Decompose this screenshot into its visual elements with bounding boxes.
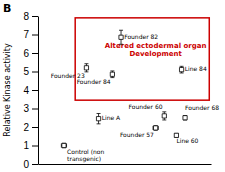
point (119, 35, 123, 39)
point (96, 117, 100, 121)
point (162, 114, 166, 118)
y-tick: 8 (23, 11, 38, 22)
y-tick-label: 1 (23, 140, 29, 151)
error-bar-y (154, 126, 158, 130)
y-tick-label: 3 (23, 103, 29, 114)
error-bar-y (62, 143, 66, 147)
y-tick-line (32, 72, 38, 73)
error-bar-cap (110, 70, 114, 71)
point (154, 126, 158, 130)
y-tick-line (32, 16, 38, 17)
y-tick-label: 6 (23, 48, 29, 59)
point-label-line: Line A (102, 114, 121, 121)
y-tick-label: 7 (23, 29, 29, 40)
annotation-box (75, 18, 209, 100)
y-tick: 5 (23, 66, 38, 77)
error-bar-y (183, 116, 187, 120)
y-tick-label: 8 (23, 11, 29, 22)
error-bar-cap (84, 71, 88, 72)
point-label: Line 60 (176, 137, 198, 144)
chart-container: 0 1 2 3 4 5 6 7 8 Altered ectodermal organDevelop… (0, 0, 225, 172)
y-tick: 4 (23, 85, 38, 96)
error-bar-y (97, 113, 101, 123)
point-label-line: Founder 84 (77, 78, 111, 85)
y-tick-label: 5 (23, 66, 29, 77)
point-label: Line 84 (185, 65, 207, 72)
error-bar-cap (162, 119, 166, 120)
point (183, 116, 187, 120)
error-bar-y (180, 66, 184, 73)
point-label: Founder 68 (185, 104, 219, 111)
error-bar-cap (97, 113, 101, 114)
annotation-text: Altered ectodermal organDevelopment (105, 42, 207, 59)
point-label-line: Founder 68 (185, 104, 219, 111)
annotation-line: Development (129, 50, 182, 58)
y-tick: 7 (23, 29, 38, 40)
error-bar-cap (180, 72, 184, 73)
point-label-line: Founder 60 (129, 103, 163, 110)
plot: 0 1 2 3 4 5 6 7 8 Altered ectodermal organDevelop… (23, 11, 219, 170)
point-label-line: Line 60 (176, 137, 198, 144)
chart-svg: 0 1 2 3 4 5 6 7 8 Altered ectodermal organDevelop… (0, 0, 225, 172)
point-label-line: transgenic) (67, 155, 101, 163)
y-axis-title: Relative Kinase activity (3, 43, 12, 137)
y-tick-label: 2 (23, 122, 29, 133)
point (179, 68, 183, 72)
error-bar-y (119, 30, 123, 44)
y-tick: 6 (23, 48, 38, 59)
point-label-line: Founder 57 (120, 131, 154, 138)
y-axis-line (38, 17, 39, 165)
y-tick-line (32, 90, 38, 91)
point-label-line: Control (non (67, 148, 104, 155)
y-axis: 0 1 2 3 4 5 6 7 8 (23, 11, 38, 170)
point-label: Founder 82 (124, 33, 158, 40)
point-label-line: Founder 82 (124, 33, 158, 40)
error-bar-y (162, 112, 166, 120)
point-label: Founder 84 (77, 78, 111, 85)
y-tick-line (32, 109, 38, 110)
y-tick-line (32, 146, 38, 147)
point-label-line: Line 84 (185, 65, 207, 72)
x-axis (39, 164, 212, 165)
error-bar-cap (119, 30, 123, 31)
x-axis-line (39, 164, 212, 165)
point (84, 66, 88, 70)
error-bar-x (153, 126, 158, 130)
error-bar-cap (119, 44, 123, 45)
y-tick-label: 4 (23, 85, 29, 96)
y-tick-line (32, 53, 38, 54)
error-bar-cap (97, 123, 101, 124)
point-label: Line A (102, 114, 121, 121)
y-tick: 3 (23, 103, 38, 114)
point-label: Control (nontransgenic) (67, 148, 104, 163)
y-tick: 0 (23, 159, 38, 170)
y-tick-line (32, 35, 38, 36)
point-label: Founder 60 (129, 103, 163, 110)
error-bar-cap (180, 66, 184, 67)
y-tick-label: 0 (23, 159, 29, 170)
error-bar-cap (84, 63, 88, 64)
y-tick-line (32, 164, 38, 165)
point (62, 143, 66, 147)
point (110, 72, 114, 76)
error-bar-y (84, 64, 88, 72)
points (61, 30, 187, 147)
y-tick: 2 (23, 122, 38, 133)
error-bar-cap (110, 77, 114, 78)
point-labels: Control (nontransgenic)Founder 23Founder… (51, 33, 220, 163)
error-bar-cap (162, 111, 166, 112)
y-tick-line (32, 127, 38, 128)
title: B (3, 2, 11, 15)
annotations: Altered ectodermal organDevelopment (75, 18, 209, 100)
error-bar-x (61, 144, 66, 148)
annotation-line: Altered ectodermal organ (105, 42, 207, 50)
y-tick: 1 (23, 140, 38, 151)
error-bar-y (110, 71, 114, 78)
point-label: Founder 57 (120, 131, 154, 138)
